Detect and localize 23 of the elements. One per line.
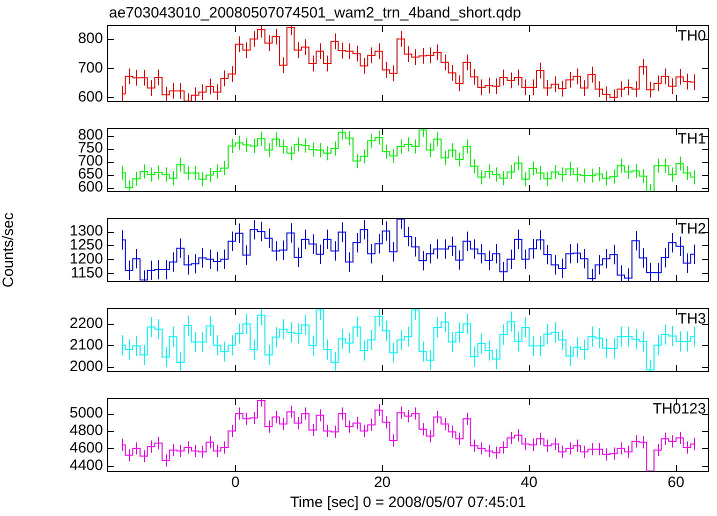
x-tick-label: 40 (520, 474, 538, 492)
series-label: TH3 (678, 310, 706, 328)
series-label: TH2 (678, 220, 706, 238)
y-tick-label: 4800 (70, 422, 103, 440)
y-tick-label: 4400 (70, 456, 103, 474)
y-tick-label: 600 (78, 88, 103, 106)
y-axis-title: Counts/sec (0, 212, 18, 288)
x-axis-title: Time [sec] 0 = 2008/05/07 07:45:01 (290, 494, 526, 512)
series-label: TH1 (678, 130, 706, 148)
y-tick-label: 800 (78, 30, 103, 48)
y-tick-label: 2000 (70, 358, 103, 375)
chart-title: ae703043010_20080507074501_wam2_trn_4band_short.qdp (109, 4, 522, 22)
y-tick-label: 4600 (70, 439, 103, 456)
y-tick-label: 5000 (70, 404, 103, 422)
x-tick-label: 60 (668, 474, 684, 492)
x-tick-label: 0 (231, 474, 240, 492)
x-tick-label: 20 (374, 474, 391, 492)
y-tick-label: 2100 (70, 336, 103, 354)
y-tick-label: 2200 (70, 314, 103, 332)
text: TH0 (678, 28, 706, 45)
y-tick-label: 700 (78, 59, 103, 76)
series-label: TH0123 (652, 400, 706, 418)
y-tick-label: 600 (78, 178, 103, 196)
